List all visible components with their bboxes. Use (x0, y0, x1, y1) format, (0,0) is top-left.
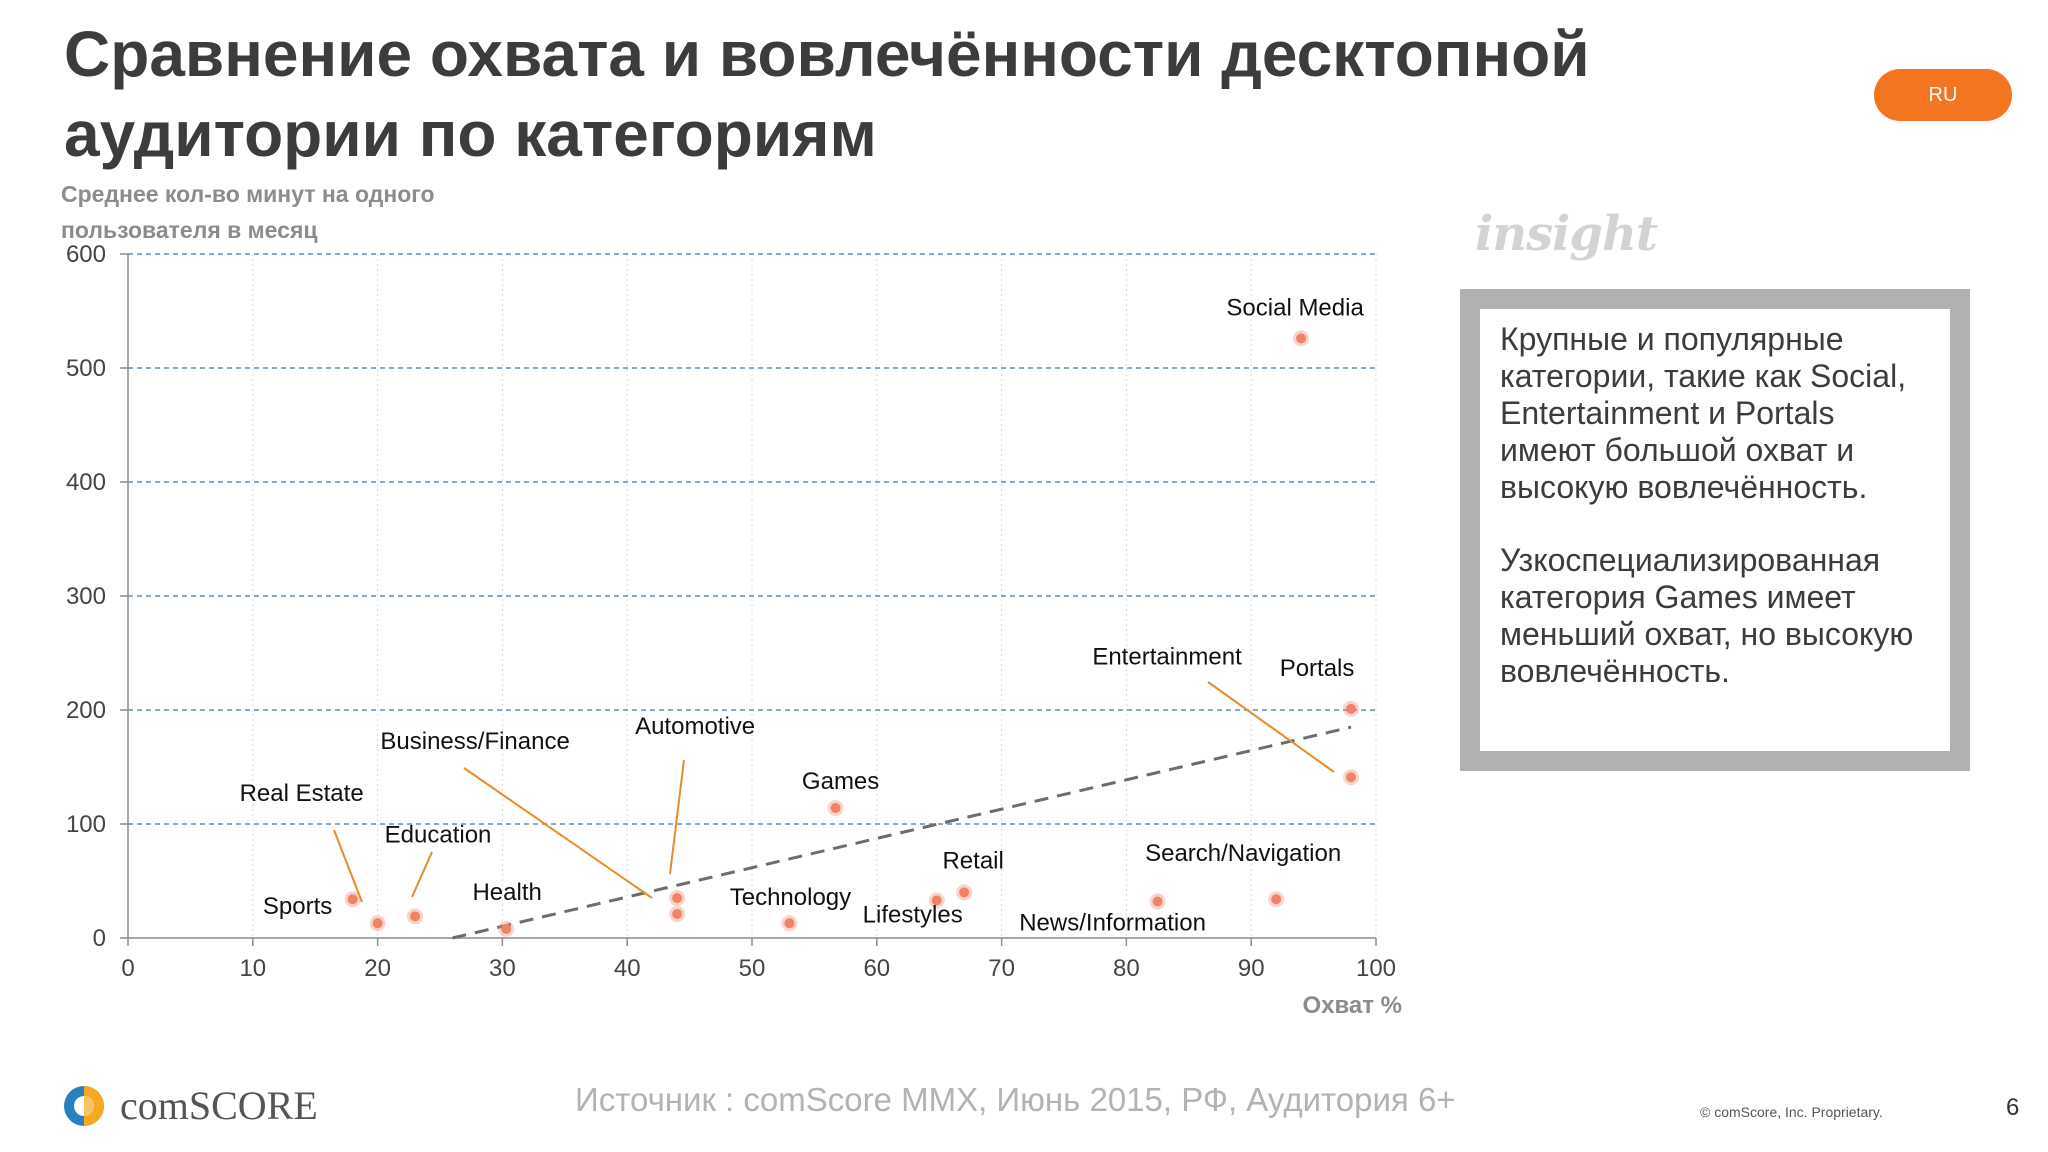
point-label: Portals (1280, 655, 1355, 682)
leader-line (411, 851, 433, 898)
slide-title: Сравнение охвата и вовлечённости десктоп… (64, 18, 1590, 170)
x-tick-label: 70 (988, 955, 1015, 982)
copyright: © comScore, Inc. Proprietary. (1700, 1104, 1883, 1120)
point-label: Social Media (1226, 294, 1364, 321)
x-tick-label: 60 (863, 955, 890, 982)
y-tick-label: 0 (93, 925, 106, 952)
scatter-point (956, 884, 973, 901)
point-labels-layer: Social Media Portals Entertainment Games Aut… (240, 294, 1365, 936)
point-label: Sports (263, 893, 332, 920)
y-tick-label: 500 (66, 355, 106, 382)
grid-layer (128, 253, 1377, 938)
axis-layer: 0 10 20 30 40 50 60 70 80 90 100 0 100 200 300 400 500 60… (66, 241, 1402, 1019)
scatter-point (669, 906, 686, 923)
scatter-point (1343, 769, 1360, 786)
leader-line (463, 767, 653, 899)
points-layer (344, 330, 1360, 937)
point-label: Retail (942, 847, 1003, 874)
leader-lines-layer (333, 681, 1335, 903)
point-label: Education (385, 821, 492, 848)
x-tick-label: 90 (1238, 955, 1265, 982)
point-label: Automotive (635, 713, 755, 740)
x-tick-label: 20 (364, 955, 391, 982)
insight-paragraph-1: Крупные и популярные категории, такие ка… (1500, 321, 1907, 505)
leader-line (1207, 681, 1335, 773)
x-tick-label: 50 (739, 955, 766, 982)
point-label: Search/Navigation (1145, 840, 1341, 867)
x-tick-label: 0 (121, 955, 134, 982)
scatter-point (407, 908, 424, 925)
scatter-point (669, 890, 686, 907)
brand: comSCORE (62, 1082, 318, 1129)
insight-logo: insight (1475, 206, 1658, 262)
point-label: Lifestyles (863, 901, 963, 928)
x-tick-label: 10 (239, 955, 266, 982)
x-axis-title: Охват % (1302, 992, 1402, 1019)
point-label: Entertainment (1092, 643, 1242, 670)
point-label: Business/Finance (380, 728, 569, 755)
leader-line (333, 829, 363, 903)
scatter-point (1343, 700, 1360, 717)
y-axis-title: Среднее кол-во минут на одного пользоват… (61, 181, 435, 243)
leader-line (669, 759, 685, 875)
y-tick-label: 300 (66, 583, 106, 610)
y-tick-label: 600 (66, 241, 106, 268)
point-label: Technology (730, 884, 851, 911)
insight-paragraph-2: Узкоспециализированная категория Games и… (1500, 542, 1914, 689)
scatter-point (1149, 893, 1166, 910)
x-tick-label: 30 (489, 955, 516, 982)
scatter-point (369, 915, 386, 932)
insight-box: Крупные и популярные категории, такие ка… (1460, 289, 1970, 771)
insight-text: Крупные и популярные категории, такие ка… (1480, 309, 1950, 751)
y-tick-label: 200 (66, 697, 106, 724)
x-tick-label: 100 (1356, 955, 1396, 982)
x-tick-label: 40 (614, 955, 641, 982)
point-label: News/Information (1019, 910, 1206, 937)
scatter-point (781, 915, 798, 932)
scatter-point (1293, 330, 1310, 347)
point-label: Health (472, 879, 541, 906)
y-tick-label: 100 (66, 811, 106, 838)
language-badge[interactable]: RU (1874, 69, 2012, 121)
brand-name: comSCORE (120, 1083, 318, 1128)
x-tick-label: 80 (1113, 955, 1140, 982)
comscore-logo-icon (64, 1085, 104, 1126)
scatter-point (928, 892, 945, 909)
trendline (452, 725, 1352, 940)
scatter-point (1268, 891, 1285, 908)
scatter-point (827, 800, 844, 817)
y-tick-label: 400 (66, 469, 106, 496)
scatter-point (498, 920, 515, 937)
point-label: Real Estate (240, 780, 364, 807)
page-number: 6 (2006, 1094, 2020, 1121)
point-label: Games (802, 768, 879, 795)
trendline-layer (452, 725, 1352, 940)
source-note: Источник : comScore MMX, Июнь 2015, РФ, … (575, 1081, 1456, 1118)
scatter-point (344, 891, 361, 908)
